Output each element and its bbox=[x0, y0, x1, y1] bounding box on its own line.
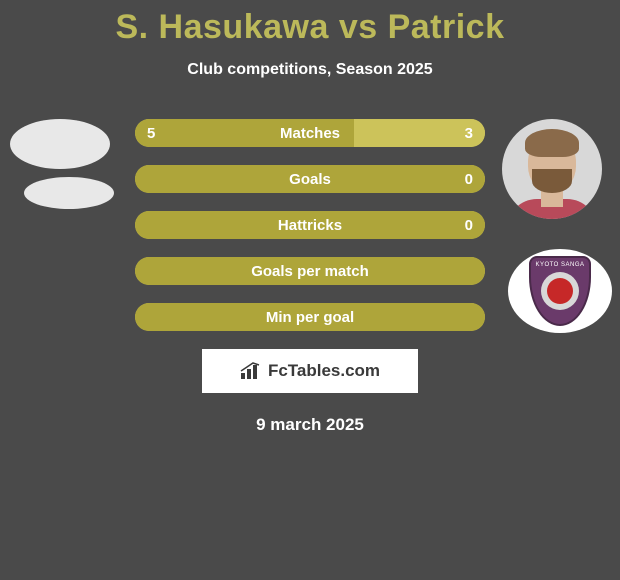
player-left-avatar bbox=[10, 119, 110, 169]
stat-value-right: 3 bbox=[465, 125, 473, 142]
stat-label: Matches bbox=[280, 125, 340, 142]
bar-chart-icon bbox=[240, 362, 262, 380]
badge-text: KYOTO SANGA bbox=[535, 262, 584, 268]
stat-label: Goals per match bbox=[251, 263, 369, 280]
comparison-bars: 5 3 Matches 0 Goals 0 Hattricks Goals per match… bbox=[135, 119, 485, 331]
team-right-badge: KYOTO SANGA bbox=[508, 249, 612, 333]
page-title: S. Hasukawa vs Patrick bbox=[0, 0, 620, 47]
team-left-badge bbox=[24, 177, 114, 209]
logo-text: FcTables.com bbox=[268, 361, 380, 381]
date-text: 9 march 2025 bbox=[0, 415, 620, 435]
fctables-logo: FcTables.com bbox=[202, 349, 418, 393]
stat-row: Goals per match bbox=[135, 257, 485, 285]
player-right-avatar bbox=[502, 119, 602, 219]
stat-row: Min per goal bbox=[135, 303, 485, 331]
stat-value-left: 5 bbox=[147, 125, 155, 142]
stat-label: Goals bbox=[289, 171, 331, 188]
subtitle: Club competitions, Season 2025 bbox=[0, 61, 620, 79]
stat-value-right: 0 bbox=[465, 217, 473, 234]
stat-row: 0 Hattricks bbox=[135, 211, 485, 239]
stat-label: Hattricks bbox=[278, 217, 342, 234]
stat-label: Min per goal bbox=[266, 309, 354, 326]
stat-row: 5 3 Matches bbox=[135, 119, 485, 147]
stat-value-right: 0 bbox=[465, 171, 473, 188]
comparison-content: KYOTO SANGA 5 3 Matches 0 Goals 0 Hattricks Goa… bbox=[0, 119, 620, 435]
stat-row: 0 Goals bbox=[135, 165, 485, 193]
